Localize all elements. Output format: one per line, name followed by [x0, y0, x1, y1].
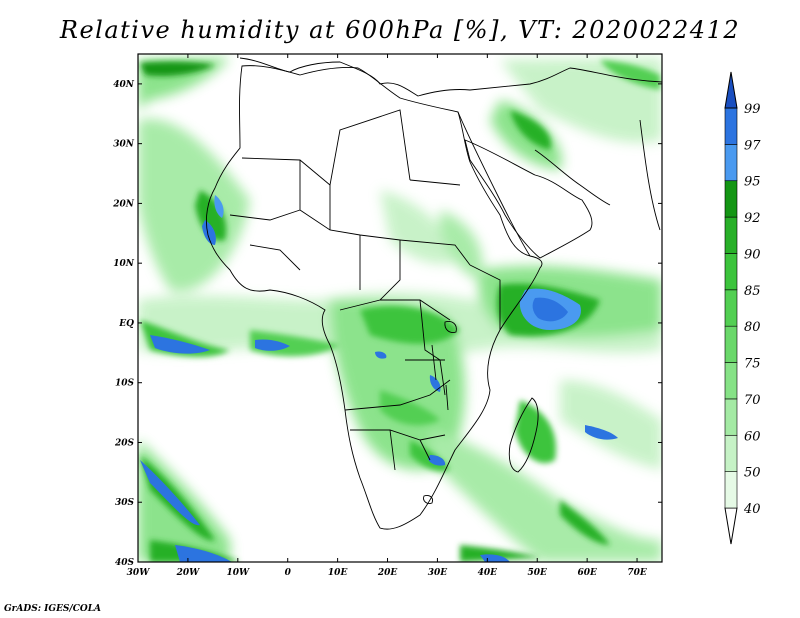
lon-label: 30W [127, 568, 151, 578]
colorbar-label: 85 [744, 284, 761, 299]
lat-label: 10S [115, 379, 135, 389]
colorbar-box [724, 471, 738, 509]
lon-label: 0 [285, 568, 292, 578]
colorbar-box [724, 144, 738, 182]
lon-label: 50E [528, 568, 548, 578]
colorbar-label: 50 [744, 466, 761, 481]
longitude-labels: 30W 20W 10W 0 10E 20E 30E 40E 50E 60E 70E [127, 568, 647, 578]
coastlines [205, 57, 662, 530]
colorbar-box [724, 180, 738, 218]
colorbar-box [724, 434, 738, 472]
lon-label: 10W [226, 568, 250, 578]
colorbar-high-triangle [724, 71, 738, 109]
colorbar-label: 95 [744, 175, 761, 190]
map-title: Relative humidity at 600hPa [%], VT: 202… [59, 16, 741, 44]
colorbar-label: 97 [744, 138, 761, 153]
colorbar-box [724, 107, 738, 145]
axis-ticks [137, 54, 662, 563]
lat-label: EQ [118, 319, 134, 329]
lat-label: 20N [112, 199, 135, 209]
colorbar-box [724, 362, 738, 400]
colorbar-label: 70 [744, 393, 761, 408]
lat-label: 40N [113, 80, 135, 90]
colorbar: 40 50 60 70 75 80 85 90 92 95 97 99 [724, 71, 761, 545]
colorbar-label: 99 [744, 102, 761, 117]
colorbar-box [724, 325, 738, 363]
colorbar-box [724, 289, 738, 327]
lat-label: 40S [115, 558, 135, 568]
colorbar-low-triangle [724, 507, 738, 545]
colorbar-label: 80 [744, 320, 761, 335]
colorbar-label: 40 [743, 502, 761, 517]
colorbar-label: 92 [744, 211, 761, 226]
colorbar-box [724, 398, 738, 436]
colorbar-box [724, 216, 738, 254]
lon-label: 20W [176, 568, 201, 578]
lat-label: 20S [114, 438, 135, 448]
lon-label: 30E [428, 568, 448, 578]
lat-label: 30S [115, 498, 135, 508]
latitude-labels: 40N 30N 20N 10N EQ 10S 20S 30S 40S [112, 80, 135, 568]
humidity-field [138, 58, 662, 562]
colorbar-label: 60 [744, 429, 761, 444]
lon-label: 10E [328, 568, 348, 578]
lat-label: 10N [113, 259, 135, 269]
lat-label: 30N [113, 140, 135, 150]
grads-credit: GrADS: IGES/COLA [4, 604, 102, 614]
colorbar-label: 90 [744, 247, 761, 262]
lon-label: 70E [627, 568, 647, 578]
lon-label: 20E [377, 568, 398, 578]
map-frame [137, 53, 663, 563]
lon-label: 60E [577, 568, 597, 578]
colorbar-box [724, 253, 738, 291]
colorbar-label: 75 [744, 357, 761, 372]
lon-label: 40E [478, 568, 498, 578]
